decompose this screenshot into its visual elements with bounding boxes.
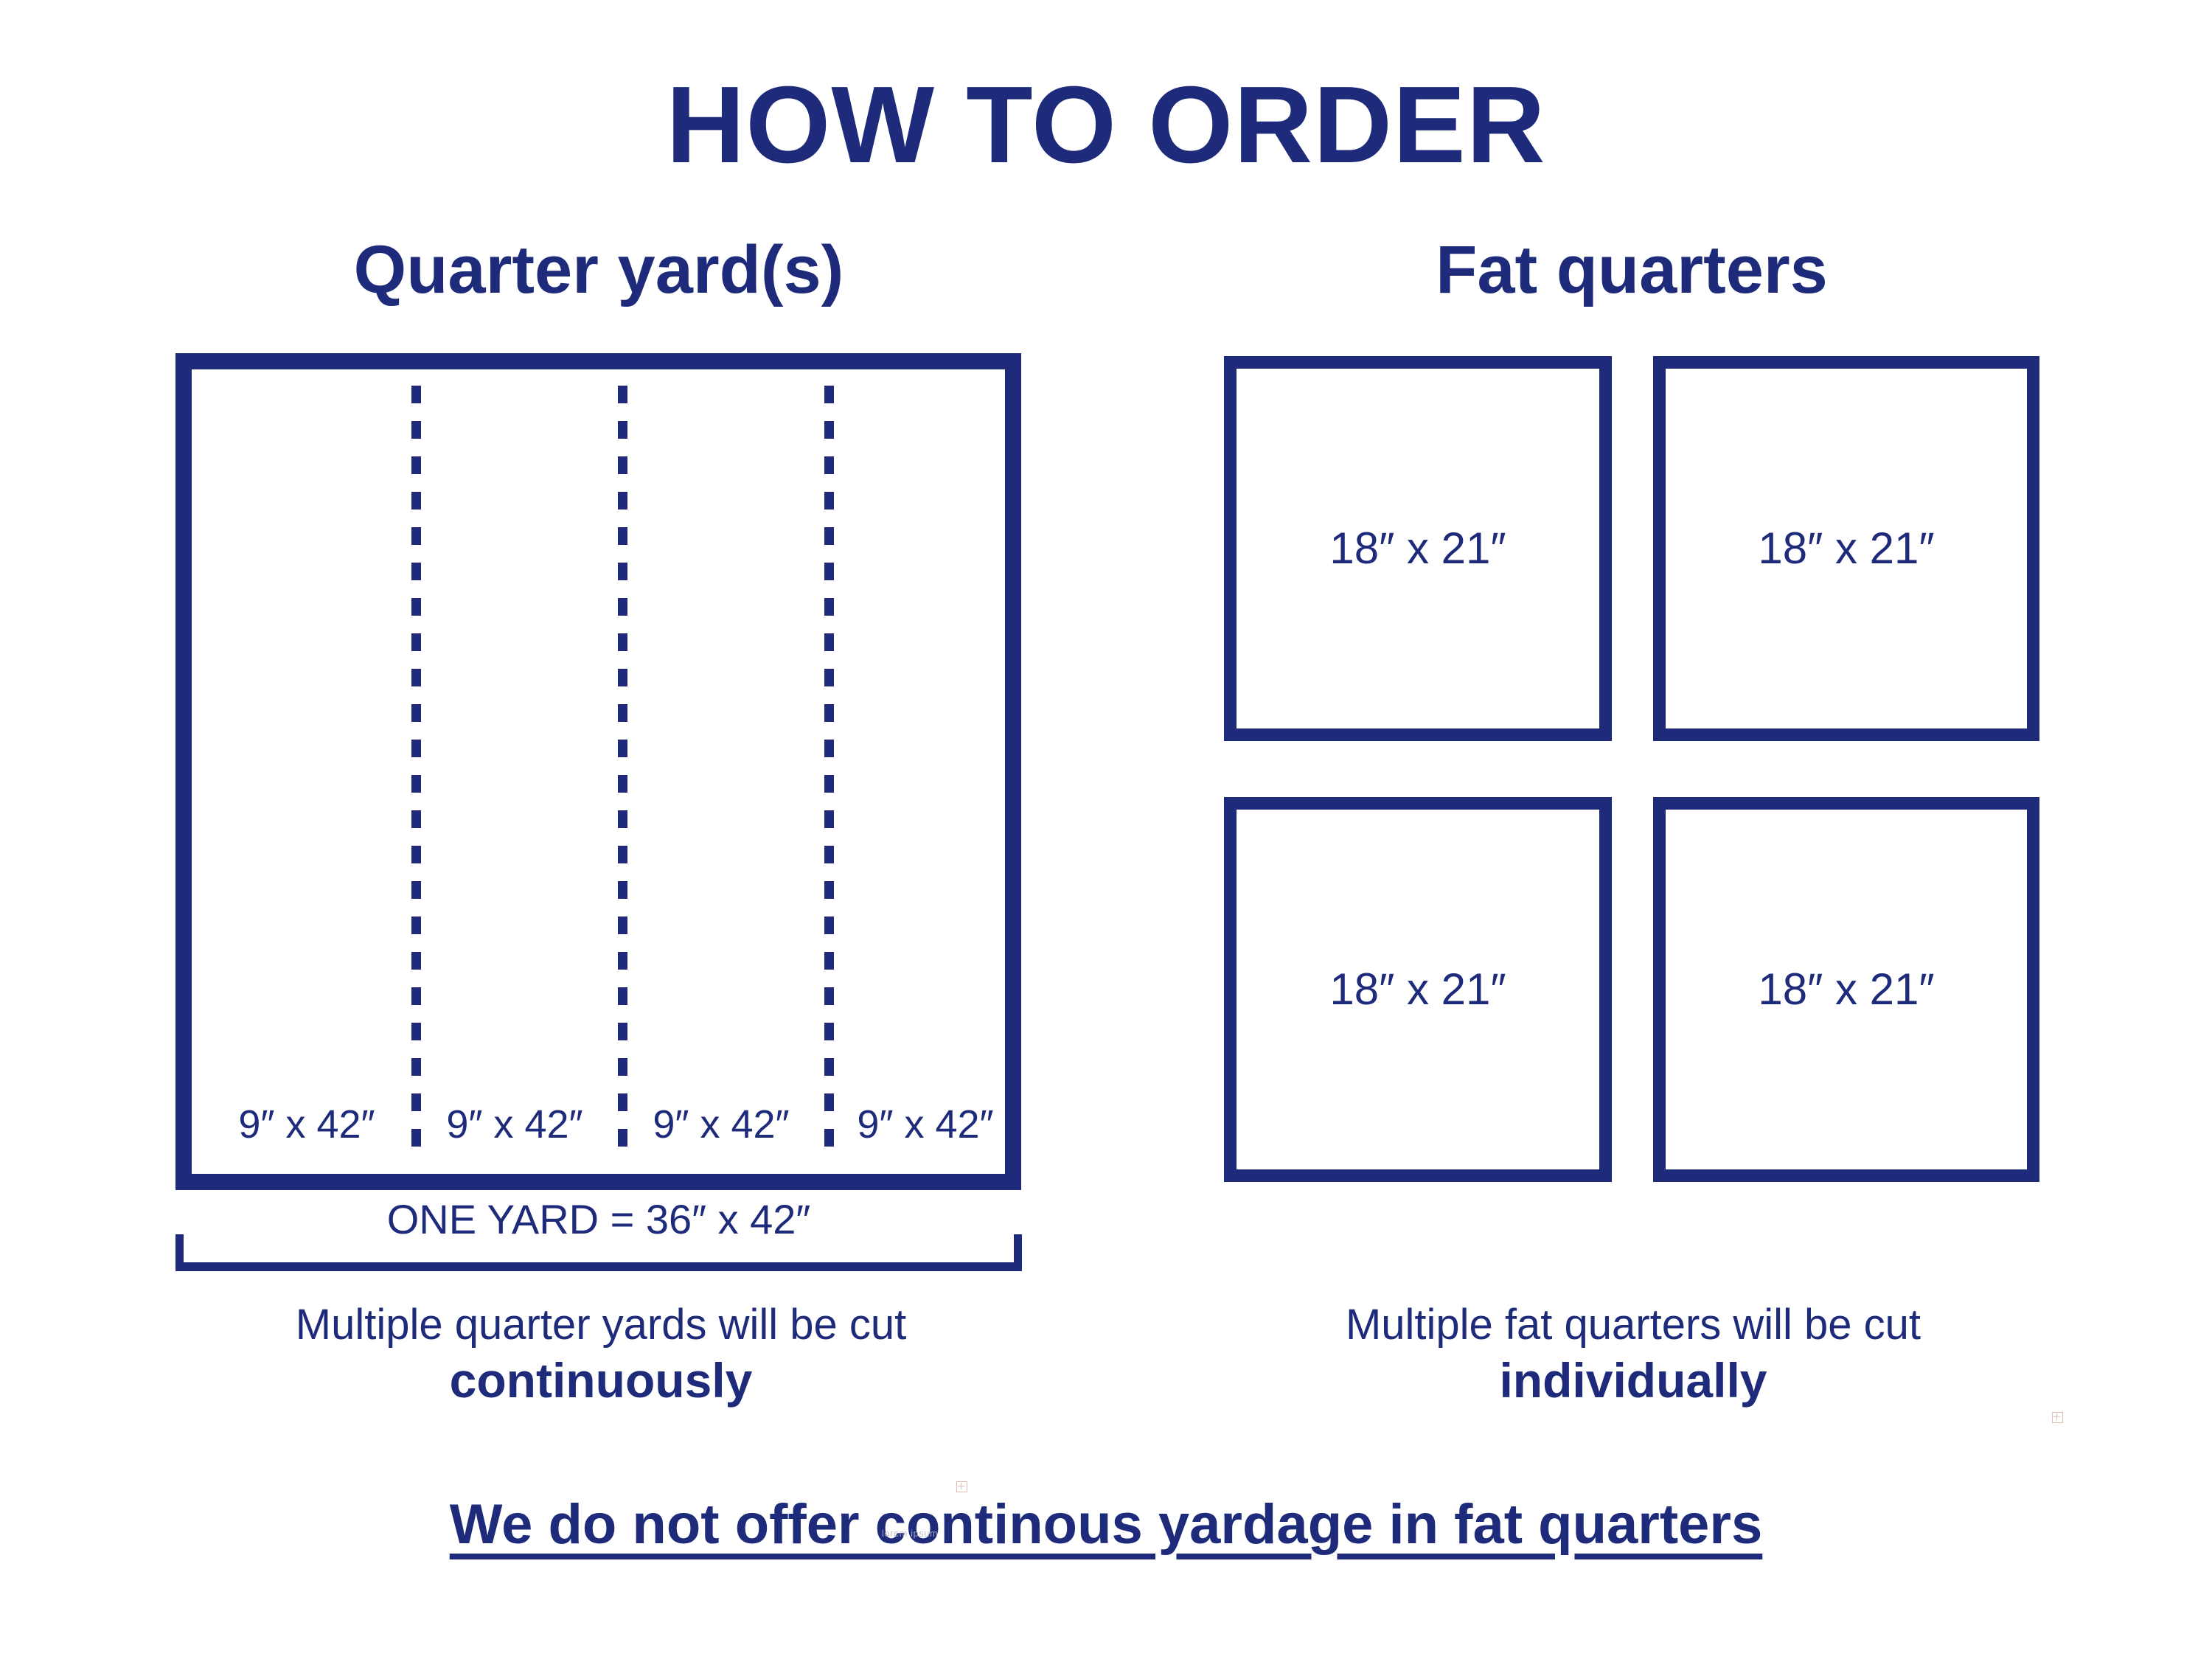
watermark-text: lorem ipsum [882, 1528, 939, 1539]
fat-quarter-label: 18″ x 21″ [1329, 964, 1506, 1014]
quarter-yard-footnote-emphasis: continuously [449, 1352, 753, 1408]
cut-line-divider [824, 386, 834, 1158]
one-yard-measure-bracket [175, 1233, 1022, 1271]
measure-bar [175, 1262, 1022, 1271]
fat-quarter-label: 18″ x 21″ [1329, 524, 1506, 573]
quarter-yard-strip-label: 9″ x 42″ [238, 1102, 375, 1147]
measure-tick-right [1014, 1234, 1022, 1271]
quarter-yard-footnote-line1: Multiple quarter yards will be cut [295, 1301, 907, 1349]
bottom-disclaimer: We do not offer continous yardage in fat… [449, 1493, 1763, 1556]
quarter-yard-footnote: Multiple quarter yards will be cut conti… [111, 1301, 1091, 1408]
fat-quarters-footnote: Multiple fat quarters will be cut indivi… [1194, 1301, 2072, 1408]
fat-quarter-box: 18″ x 21″ [1224, 356, 1612, 741]
quarter-yard-heading: Quarter yard(s) [353, 232, 844, 307]
fat-quarter-box: 18″ x 21″ [1653, 797, 2039, 1182]
cut-line-divider [618, 386, 627, 1158]
fat-quarters-footnote-emphasis: individually [1499, 1352, 1767, 1408]
grid-marker-icon [2052, 1412, 2063, 1423]
grid-marker-icon [956, 1481, 967, 1492]
quarter-yard-strip-label: 9″ x 42″ [857, 1102, 994, 1147]
one-yard-measure-label: ONE YARD = 36″ x 42″ [386, 1196, 811, 1242]
fat-quarters-footnote-line1: Multiple fat quarters will be cut [1345, 1301, 1921, 1349]
measure-tick-left [175, 1234, 184, 1271]
fat-quarter-box: 18″ x 21″ [1653, 356, 2039, 741]
quarter-yard-strip-label: 9″ x 42″ [653, 1102, 790, 1147]
cut-line-divider [411, 386, 421, 1158]
fat-quarter-label: 18″ x 21″ [1758, 524, 1935, 573]
page-title: HOW TO ORDER [666, 64, 1546, 186]
quarter-yard-strip-label: 9″ x 42″ [446, 1102, 583, 1147]
fat-quarter-box: 18″ x 21″ [1224, 797, 1612, 1182]
quarter-yard-diagram: 9″ x 42″ 9″ x 42″ 9″ x 42″ 9″ x 42″ [175, 353, 1021, 1190]
fat-quarter-label: 18″ x 21″ [1758, 964, 1935, 1014]
fat-quarters-heading: Fat quarters [1436, 232, 1828, 307]
